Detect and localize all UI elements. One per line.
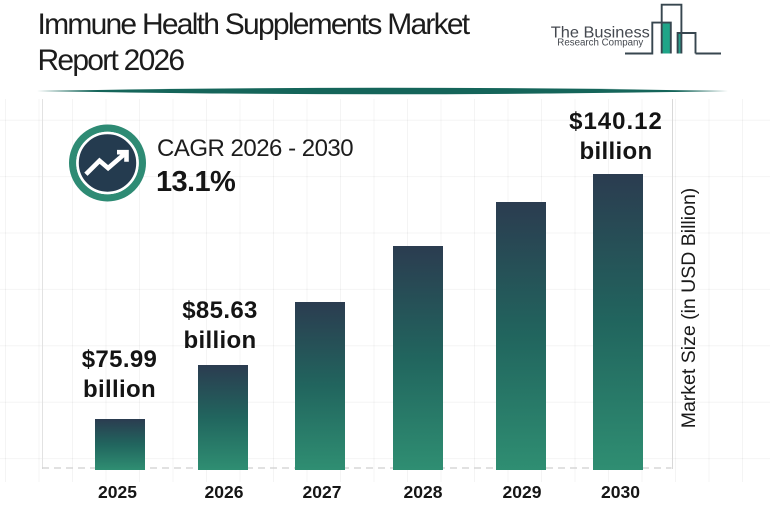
svg-text:Research Company: Research Company: [557, 38, 643, 49]
svg-text:The Business: The Business: [551, 24, 650, 41]
